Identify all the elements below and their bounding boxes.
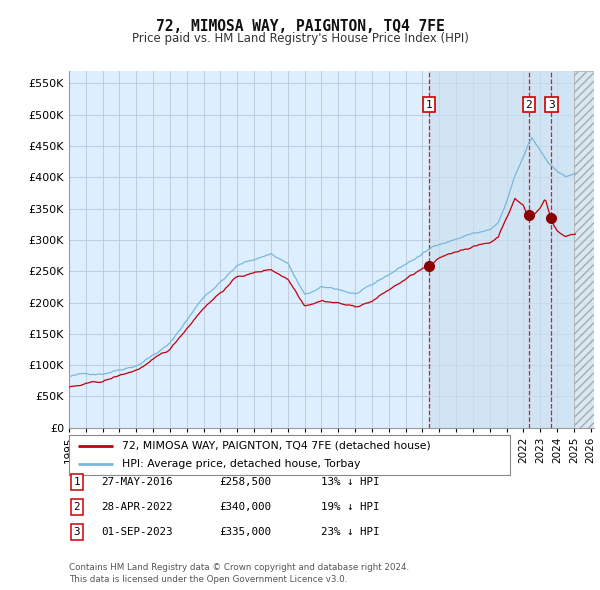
Text: 23% ↓ HPI: 23% ↓ HPI	[321, 527, 380, 536]
Text: 2: 2	[526, 100, 532, 110]
Text: 3: 3	[74, 527, 80, 536]
Text: 3: 3	[548, 100, 555, 110]
Text: 13% ↓ HPI: 13% ↓ HPI	[321, 477, 380, 487]
Bar	[429, 71, 574, 428]
Text: HPI: Average price, detached house, Torbay: HPI: Average price, detached house, Torb…	[122, 459, 360, 469]
Text: Price paid vs. HM Land Registry's House Price Index (HPI): Price paid vs. HM Land Registry's House …	[131, 32, 469, 45]
Text: £340,000: £340,000	[219, 502, 271, 512]
Text: 19% ↓ HPI: 19% ↓ HPI	[321, 502, 380, 512]
Text: Contains HM Land Registry data © Crown copyright and database right 2024.
This d: Contains HM Land Registry data © Crown c…	[69, 563, 409, 584]
Text: 2: 2	[74, 502, 80, 512]
Text: £258,500: £258,500	[219, 477, 271, 487]
Text: 27-MAY-2016: 27-MAY-2016	[101, 477, 172, 487]
Text: 01-SEP-2023: 01-SEP-2023	[101, 527, 172, 536]
Text: 1: 1	[74, 477, 80, 487]
Text: 72, MIMOSA WAY, PAIGNTON, TQ4 7FE (detached house): 72, MIMOSA WAY, PAIGNTON, TQ4 7FE (detac…	[122, 441, 431, 451]
FancyBboxPatch shape	[574, 71, 594, 428]
Text: 28-APR-2022: 28-APR-2022	[101, 502, 172, 512]
Text: 72, MIMOSA WAY, PAIGNTON, TQ4 7FE: 72, MIMOSA WAY, PAIGNTON, TQ4 7FE	[155, 19, 445, 34]
Text: £335,000: £335,000	[219, 527, 271, 536]
Text: 1: 1	[426, 100, 433, 110]
